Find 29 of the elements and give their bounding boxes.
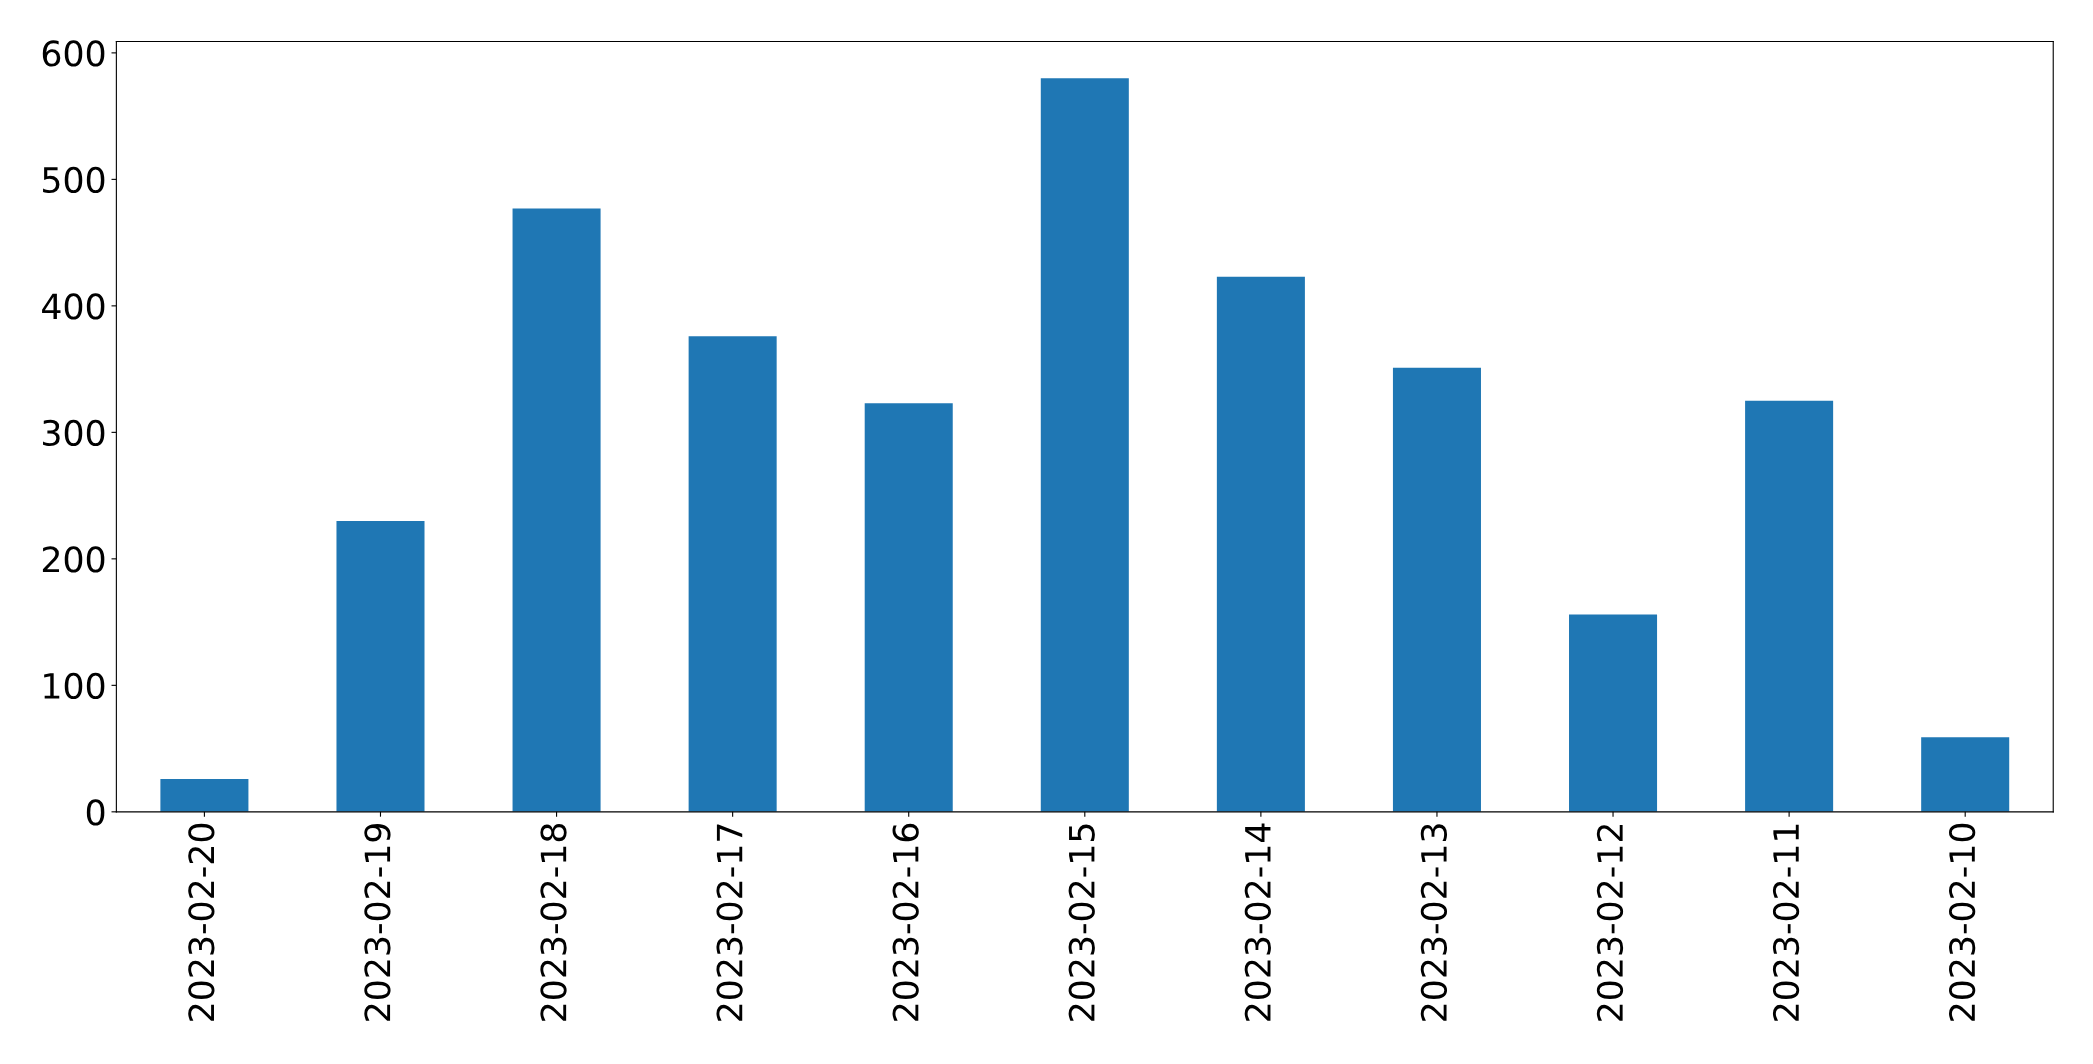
bar <box>336 520 425 812</box>
x-tick-label: 2023-02-10 <box>1949 823 1976 1021</box>
x-tick-label: 2023-02-15 <box>1068 824 1095 1021</box>
bar <box>864 403 953 812</box>
bar <box>1216 276 1305 812</box>
y-tick-label: 0 <box>86 799 105 826</box>
bar <box>1921 737 2010 812</box>
x-tick-label: 2023-02-11 <box>1772 824 1800 1021</box>
bar <box>688 336 777 812</box>
y-tick-label: 300 <box>43 419 105 447</box>
y-tick-label: 200 <box>42 546 105 573</box>
x-tick-label: 2023-02-18 <box>540 823 567 1021</box>
x-tick-label: 2023-02-19 <box>364 824 391 1021</box>
x-tick-label: 2023-02-14 <box>1244 823 1271 1021</box>
bar <box>160 778 249 812</box>
x-tick-label: 2023-02-13 <box>1420 824 1448 1021</box>
bar <box>1392 367 1481 812</box>
y-tick-label: 500 <box>43 166 105 194</box>
y-tick-label: 100 <box>44 672 105 700</box>
bar <box>1569 614 1658 812</box>
bar <box>512 208 601 812</box>
bar <box>1040 78 1129 812</box>
x-tick-label: 2023-02-20 <box>188 823 215 1021</box>
x-tick-label: 2023-02-16 <box>892 823 919 1021</box>
y-tick-label: 400 <box>42 293 105 320</box>
x-tick-label: 2023-02-12 <box>1596 825 1624 1021</box>
y-tick-label: 600 <box>42 40 105 67</box>
x-tick-label: 2023-02-17 <box>716 824 743 1021</box>
bar <box>1745 400 1834 812</box>
